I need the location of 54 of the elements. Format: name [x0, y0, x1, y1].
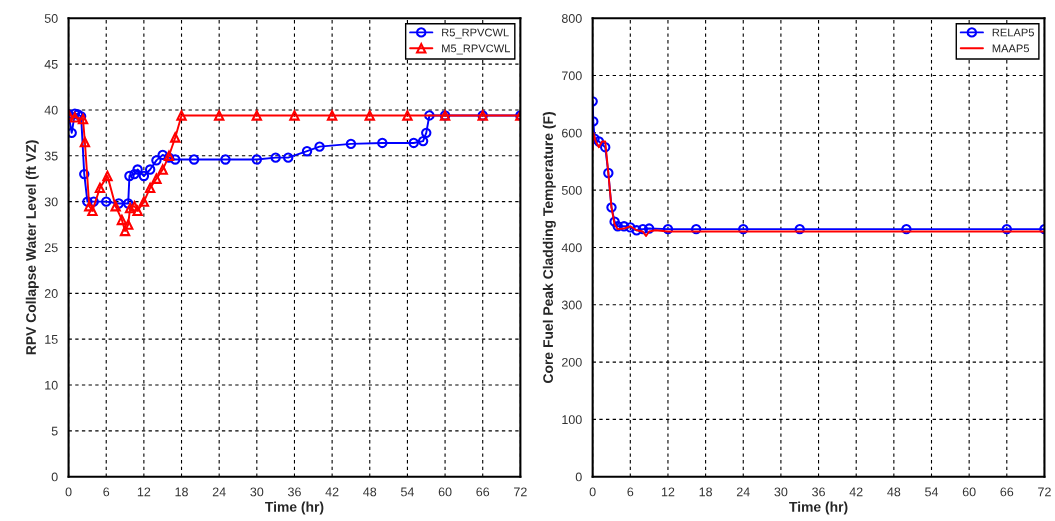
- y-tick-label: 0: [575, 472, 582, 482]
- y-tick-label: 5: [51, 426, 58, 436]
- y-tick-label: 800: [561, 14, 582, 23]
- legend-label: MAAP5: [992, 44, 1030, 53]
- x-tick-label: 24: [212, 487, 226, 497]
- x-tick-label: 0: [65, 487, 72, 497]
- x-tick-label: 36: [288, 487, 301, 497]
- x-tick-label: 48: [887, 487, 901, 497]
- y-tick-label: 0: [51, 472, 58, 482]
- x-tick-label: 0: [589, 487, 596, 497]
- y-tick-label: 25: [44, 243, 58, 253]
- x-tick-label: 72: [1038, 487, 1051, 497]
- x-tick-label: 18: [699, 487, 713, 497]
- x-tick-label: 60: [962, 487, 976, 497]
- y-tick-label: 15: [45, 335, 58, 344]
- y-tick-label: 400: [561, 243, 582, 253]
- x-tick-label: 60: [438, 487, 452, 497]
- y-tick-label: 20: [44, 289, 58, 298]
- y-tick-label: 40: [44, 105, 58, 115]
- x-tick-label: 6: [103, 487, 110, 497]
- x-tick-label: 12: [661, 487, 675, 497]
- y-tick-label: 300: [561, 300, 582, 310]
- x-tick-label: 24: [736, 487, 750, 497]
- x-tick-label: 6: [627, 487, 634, 497]
- y-axis-title: Core Fuel Peak Cladding Temperature (F): [542, 112, 556, 383]
- x-tick-label: 66: [1000, 487, 1014, 497]
- x-tick-label: 54: [925, 487, 939, 497]
- x-tick-label: 30: [774, 487, 788, 497]
- y-tick-label: 10: [45, 380, 58, 390]
- y-tick-label: 700: [562, 71, 582, 81]
- y-tick-label: 200: [562, 357, 582, 367]
- legend-label: R5_RPVCWL: [442, 28, 509, 39]
- y-tick-label: 50: [44, 14, 58, 23]
- x-axis-title: Time (hr): [265, 501, 324, 515]
- y-tick-label: 30: [44, 197, 58, 207]
- x-tick-label: 42: [849, 487, 863, 497]
- y-tick-label: 45: [44, 60, 58, 69]
- legend-label: RELAP5: [992, 28, 1034, 37]
- x-tick-label: 18: [175, 487, 188, 497]
- x-axis-title: Time (hr): [789, 501, 848, 515]
- x-tick-label: 48: [363, 487, 377, 497]
- x-tick-label: 30: [250, 487, 264, 497]
- x-tick-label: 36: [812, 487, 825, 497]
- x-tick-label: 12: [137, 487, 151, 497]
- x-tick-label: 66: [476, 487, 490, 497]
- x-tick-label: 54: [400, 487, 415, 497]
- y-tick-label: 500: [561, 185, 582, 195]
- y-tick-label: 100: [562, 415, 582, 425]
- y-tick-label: 600: [562, 128, 582, 138]
- y-tick-label: 35: [44, 151, 58, 161]
- x-tick-label: 72: [514, 487, 527, 497]
- legend-label: M5_RPVCWL: [442, 44, 510, 55]
- y-axis-title: RPV Collapse Water Level (ft VZ): [25, 140, 39, 355]
- x-tick-label: 42: [325, 487, 339, 497]
